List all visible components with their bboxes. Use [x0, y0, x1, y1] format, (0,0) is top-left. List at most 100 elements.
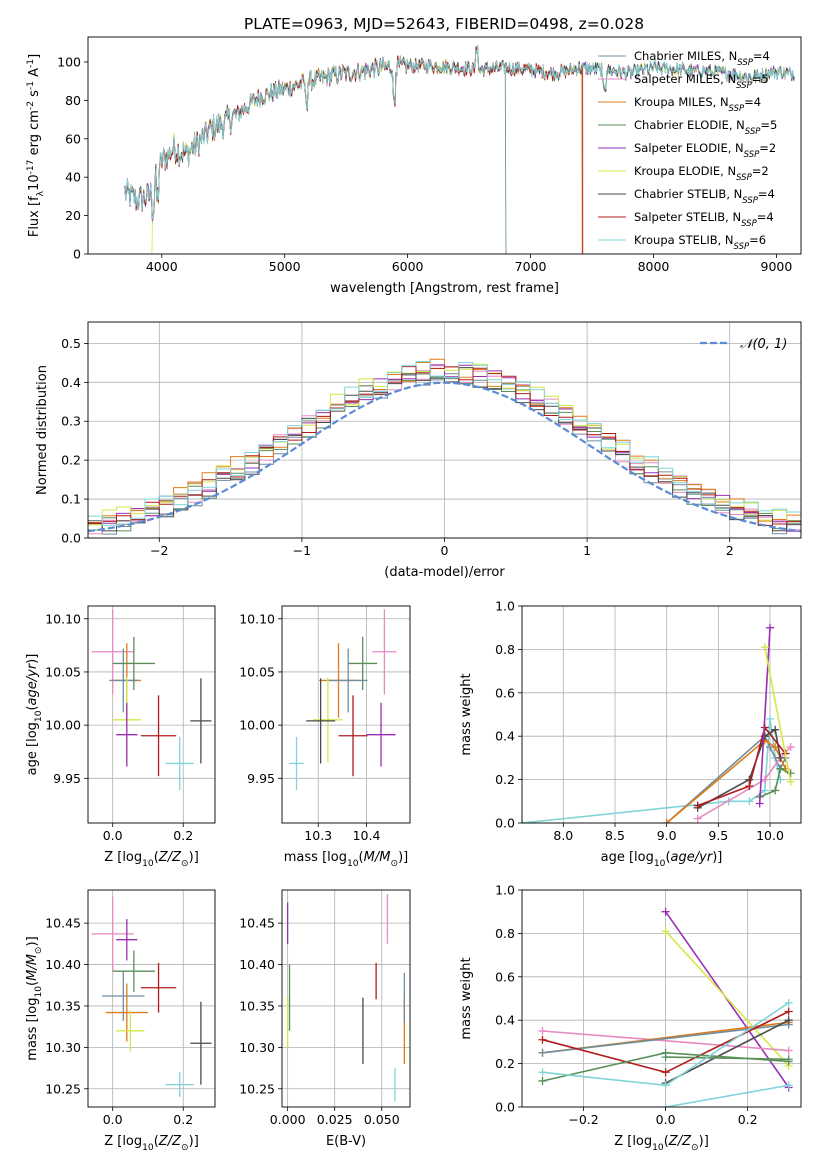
legend-label: Kroupa STELIB, NSSP=6: [634, 233, 766, 252]
weight-marker: [661, 1068, 670, 1077]
x-axis-label: (data-model)/error: [384, 565, 505, 580]
x-tick-label: 9000: [761, 259, 793, 274]
y-tick-label: 9.95: [247, 771, 275, 786]
weight-marker: [766, 714, 774, 723]
axes-frame: [521, 605, 802, 824]
y-tick-label: 0: [73, 247, 81, 262]
y-tick-label: 0.2: [495, 772, 515, 787]
weight-marker: [661, 1053, 670, 1062]
x-tick-label: 2: [726, 543, 734, 558]
y-tick-label: 10.40: [45, 957, 81, 972]
legend-label: Salpeter STELIB, NSSP=4: [634, 210, 774, 229]
plot-area: [88, 358, 801, 535]
y-tick-label: 0.4: [495, 729, 515, 744]
axes-frame: [281, 889, 411, 1108]
y-tick-label: 10.35: [239, 998, 275, 1013]
weight-line: [542, 1030, 789, 1052]
legend-label: Salpeter MILES, NSSP=5: [634, 72, 769, 91]
legend-label: Kroupa MILES, NSSP=4: [634, 95, 761, 114]
weight-marker: [784, 1055, 793, 1064]
weight-line: [665, 930, 790, 1067]
legend-label: Chabrier MILES, NSSP=4: [634, 49, 770, 68]
y-tick-label: 0.1: [61, 492, 81, 507]
legend-label: Salpeter ELODIE, NSSP=2: [634, 141, 776, 160]
y-tick-label: 0.2: [61, 453, 81, 468]
weight-marker: [784, 1081, 793, 1090]
x-tick-label: −2: [150, 543, 168, 558]
x-tick-label: −0.2: [568, 1112, 598, 1127]
axes-frame: [87, 605, 216, 824]
weight-marker: [784, 1007, 793, 1016]
x-tick-label: 9.0: [657, 828, 677, 843]
normal-curve: [88, 381, 801, 533]
panel-weight_vs_Z: −0.2 0.0 0.2 0.0 0.2 0.4 0.6 0.8 1.0 Z [log10(Z/Z…: [459, 883, 802, 1153]
weight-marker: [784, 1046, 793, 1055]
y-tick-label: 0.8: [495, 926, 515, 941]
histogram-step: [88, 360, 801, 526]
plot-area: [124, 45, 795, 254]
y-tick-label: 1.0: [495, 883, 515, 898]
weight-marker: [784, 998, 793, 1007]
y-axis-label: mass weight: [459, 957, 474, 1039]
x-axis-label: mass [log10(M/M⊙)]: [284, 850, 408, 869]
plot-area: [522, 623, 795, 823]
weight-line: [697, 725, 787, 807]
weight-marker: [745, 797, 754, 806]
y-tick-label: 0.4: [495, 1013, 515, 1028]
axes-frame: [521, 889, 802, 1108]
y-tick-label: 0.8: [495, 642, 515, 657]
y-tick-label: 0.6: [495, 969, 515, 984]
x-axis-label: age [log10(age/yr)]: [601, 850, 723, 869]
y-tick-label: 10.45: [45, 916, 81, 931]
y-tick-label: 100: [57, 54, 81, 69]
x-tick-label: 0: [441, 543, 449, 558]
panel-age_vs_mass: 10.3 10.4 9.95 10.00 10.05 10.10 mass [log10(M…: [239, 605, 411, 869]
y-tick-label: 0.0: [495, 1100, 515, 1115]
weight-marker: [784, 1016, 793, 1025]
legend: 𝒩(0, 1): [700, 337, 787, 352]
x-tick-label: 0.2: [738, 1112, 758, 1127]
y-tick-label: 10.30: [239, 1040, 275, 1055]
x-tick-label: 6000: [392, 259, 424, 274]
panel-weight_vs_age: 8.0 8.5 9.0 9.5 10.0 0.0 0.2 0.4 0.6 0.8 1.0 age [l…: [459, 599, 802, 869]
y-axis-label: age [log10(age/yr)]: [25, 654, 44, 776]
plot-area: [91, 896, 212, 1098]
weight-line: [759, 767, 792, 798]
x-tick-label: 10.3: [304, 828, 332, 843]
x-tick-label: 0.0: [103, 1112, 123, 1127]
x-axis-label: Z [log10(Z/Z⊙)]: [104, 1134, 199, 1153]
x-axis-label: wavelength [Angstrom, rest frame]: [330, 281, 559, 296]
axes-frame: [281, 605, 411, 824]
y-tick-label: 10.10: [45, 611, 81, 626]
x-tick-label: 8.0: [553, 828, 573, 843]
weight-line: [522, 718, 782, 823]
x-tick-label: 5000: [269, 259, 301, 274]
x-tick-label: 0.000: [270, 1112, 306, 1127]
x-tick-label: 0.2: [173, 828, 193, 843]
weight-marker: [776, 764, 785, 773]
x-tick-label: 1: [583, 543, 591, 558]
weight-marker: [538, 1048, 547, 1057]
x-tick-label: 9.5: [708, 828, 728, 843]
legend-label: Chabrier ELODIE, NSSP=5: [634, 118, 777, 137]
weight-marker: [771, 786, 780, 795]
y-tick-label: 10.10: [239, 611, 275, 626]
weight-marker: [538, 1035, 547, 1044]
y-tick-label: 40: [65, 170, 81, 185]
y-tick-label: 0.0: [61, 531, 81, 546]
y-tick-label: 10.40: [239, 957, 275, 972]
x-tick-label: 0.050: [364, 1112, 400, 1127]
y-tick-label: 60: [65, 131, 81, 146]
weight-marker: [662, 819, 671, 823]
legend-label: 𝒩(0, 1): [740, 337, 787, 352]
weight-line: [665, 1019, 790, 1084]
plot-area: [286, 894, 406, 1102]
y-axis-label: Flux [fλ10-17 erg cm-2 s-1 A-1]: [26, 54, 46, 237]
weight-marker: [760, 775, 769, 784]
weight-marker: [661, 907, 670, 916]
x-tick-label: 0.0: [656, 1112, 676, 1127]
plot-area: [289, 609, 397, 791]
weight-line: [665, 1084, 789, 1107]
weight-marker: [745, 782, 754, 791]
